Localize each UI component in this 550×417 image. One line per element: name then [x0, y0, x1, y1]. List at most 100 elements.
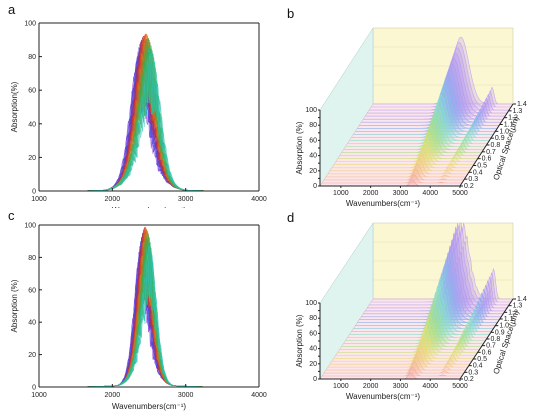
slice-b-16	[349, 100, 490, 141]
x-tick-label-a-2000: 2000	[105, 196, 121, 203]
z-tick-label-b-10: 1.2	[508, 115, 518, 122]
slice-b-11	[339, 126, 480, 156]
z-tick-label-b-9: 1.1	[504, 122, 514, 129]
x-tick-label-a-3000: 3000	[178, 196, 194, 203]
slice-b-7	[331, 147, 472, 169]
panel-c-chart: c 1000 2000 3000 4000 0 20 40 60 80 100 Wavenumbers…	[8, 208, 267, 411]
x-axis-label-a: Wavenumbers(cm⁻¹)	[112, 206, 186, 208]
x-tick-label-d-3000: 3000	[393, 383, 409, 390]
slice-d-14	[345, 297, 486, 341]
x-axis-label-c: Wavenumbers(cm⁻¹)	[112, 402, 186, 411]
slice-b-13	[343, 116, 484, 150]
y-tick-label-d-40: 40	[309, 346, 317, 353]
panel-label-b: b	[287, 6, 294, 21]
z-tick-label-b-12: 1.4	[517, 101, 527, 108]
z-tick-label-d-10: 1.2	[508, 309, 518, 316]
y-tick-label-a-80: 80	[28, 54, 36, 61]
z-tick-label-d-7: 0.9	[495, 329, 505, 336]
y-tick-label-a-40: 40	[28, 121, 36, 128]
z-tick-label-d-4: 0.6	[482, 349, 492, 356]
x-tick-label-a-4000: 4000	[251, 196, 267, 203]
y-tick-label-c-100: 100	[24, 223, 36, 230]
y-axis-label-d: Absorption (%)	[295, 314, 304, 367]
slice-d-4	[325, 354, 466, 371]
z-tick-label-d-3: 0.5	[477, 356, 487, 363]
x-tick-label-b-5000: 5000	[452, 190, 468, 197]
slice-group-d	[320, 222, 513, 380]
x-tick-label-b-2000: 2000	[363, 190, 379, 197]
slice-b-8	[333, 142, 474, 165]
y-tick-label-c-0: 0	[32, 385, 36, 392]
panel-label-d: d	[287, 210, 294, 225]
y-tick-label-b-80: 80	[309, 122, 317, 129]
x-tick-label-b-4000: 4000	[422, 190, 438, 197]
slice-d-7	[331, 336, 472, 362]
slice-d-5	[327, 348, 468, 368]
y-tick-label-a-100: 100	[24, 21, 36, 28]
z-tick-label-b-1: 0.3	[468, 176, 478, 183]
y-tick-label-a-20: 20	[28, 155, 36, 162]
y-axis-label-c: Absorption (%)	[10, 279, 19, 332]
y-tick-label-b-100: 100	[305, 107, 317, 114]
y-tick-label-b-60: 60	[309, 137, 317, 144]
x-axis-label-d: Wavenumbers(cm⁻¹)	[346, 392, 420, 401]
slice-d-2	[322, 366, 462, 377]
series-group-c	[72, 226, 215, 388]
y-tick-label-c-60: 60	[28, 287, 36, 294]
slice-d-9	[335, 325, 476, 356]
z-tick-label-b-11: 1.3	[513, 108, 523, 115]
series-line-c-22	[72, 229, 215, 388]
z-tick-label-d-6: 0.8	[491, 336, 501, 343]
y-axis-label-a: Absorption(%)	[10, 81, 19, 132]
z-tick-label-d-8: 1.0	[499, 323, 509, 330]
z-tick-label-d-5: 0.7	[486, 343, 496, 350]
x-tick-label-b-1000: 1000	[333, 190, 349, 197]
x-tick-label-c-1000: 1000	[31, 392, 47, 399]
y-tick-label-d-0: 0	[313, 376, 317, 383]
x-tick-label-b-3000: 3000	[393, 190, 409, 197]
z-tick-label-b-0: 0.2	[464, 183, 474, 190]
z-tick-label-b-3: 0.5	[477, 163, 487, 170]
y-tick-label-c-80: 80	[28, 255, 36, 262]
y-tick-label-c-40: 40	[28, 320, 36, 327]
slice-b-15	[347, 105, 488, 144]
z-tick-label-d-2: 0.4	[473, 363, 483, 370]
panel-label-a: a	[8, 2, 16, 17]
slice-b-12	[341, 121, 482, 153]
y-tick-label-d-100: 100	[305, 300, 317, 307]
slice-b-6	[329, 153, 470, 172]
slice-b-4	[325, 163, 466, 178]
y-tick-label-b-20: 20	[309, 168, 317, 175]
z-tick-label-b-2: 0.4	[473, 169, 483, 176]
slice-b-2	[322, 174, 462, 184]
slice-b-14	[345, 110, 486, 147]
y-tick-label-d-60: 60	[309, 330, 317, 337]
z-tick-label-b-4: 0.6	[482, 156, 492, 163]
x-axis-label-b: Wavenumbers(cm⁻¹)	[346, 199, 420, 208]
z-tick-label-d-12: 1.4	[517, 296, 527, 303]
y-tick-label-b-40: 40	[309, 153, 317, 160]
slice-b-20	[357, 79, 498, 129]
x-tick-label-c-3000: 3000	[178, 392, 194, 399]
slice-d-13	[343, 303, 484, 344]
z-tick-label-d-1: 0.3	[468, 369, 478, 376]
slice-d-6	[329, 342, 470, 365]
slice-b-17	[351, 95, 492, 138]
x-tick-label-d-1000: 1000	[333, 383, 349, 390]
y-tick-label-b-0: 0	[313, 183, 317, 190]
slice-b-5	[327, 158, 468, 175]
panel-label-c: c	[8, 208, 15, 223]
y-tick-label-d-80: 80	[309, 315, 317, 322]
z-tick-label-b-6: 0.8	[491, 142, 501, 149]
y-axis-label-b: Absorption (%)	[295, 121, 304, 174]
x-tick-label-d-4000: 4000	[422, 383, 438, 390]
z-tick-label-b-7: 0.9	[495, 135, 505, 142]
slice-d-17	[351, 280, 492, 332]
slice-d-3	[323, 360, 464, 374]
z-tick-label-b-8: 1.0	[499, 128, 509, 135]
slice-b-19	[355, 84, 496, 132]
x-tick-label-a-1000: 1000	[31, 196, 47, 203]
slice-b-18	[353, 89, 494, 135]
